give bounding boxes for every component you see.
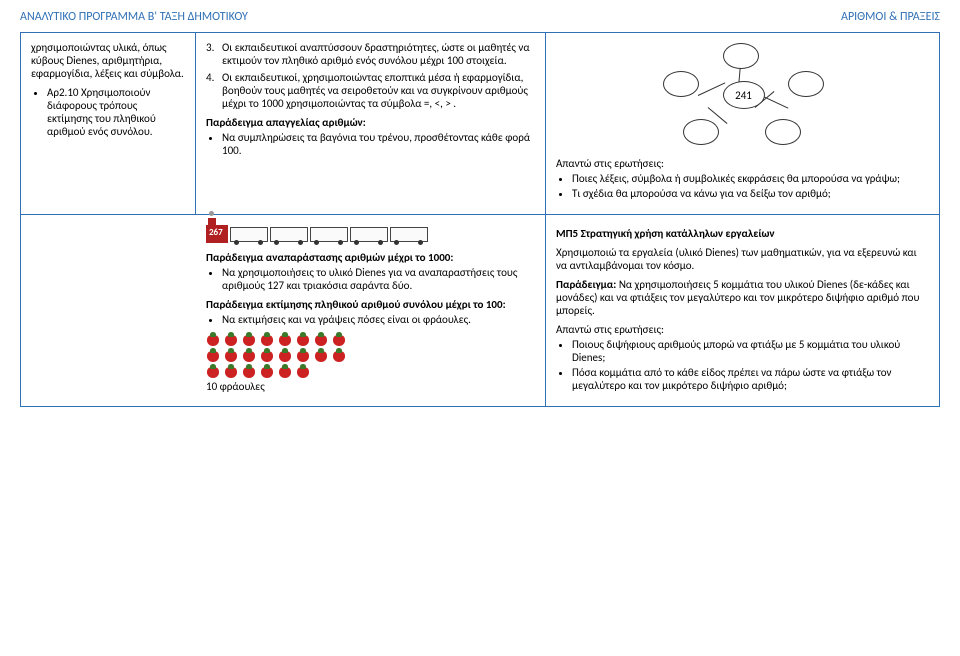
- question-1: Ποιες λέξεις, σύμβολα ή συμβολικές εκφρά…: [572, 172, 929, 185]
- strawberry-icon: [242, 348, 256, 362]
- question-2: Τι σχέδια θα μπορούσα να κάνω για να δεί…: [572, 187, 929, 200]
- web-node: [723, 43, 759, 69]
- example-2-title: Παράδειγμα αναπαράστασης αριθμών μέχρι τ…: [206, 251, 535, 264]
- column-b-bottom: 267 Παράδειγμα αναπαράστασης αριθμών μέχ…: [20, 215, 545, 407]
- strawberry-icon: [260, 364, 274, 378]
- strawberries-caption: 10 φράουλες: [206, 380, 535, 393]
- web-node: [765, 119, 801, 145]
- strawberry-icon: [242, 364, 256, 378]
- strawberry-icon: [260, 348, 274, 362]
- column-a-top: χρησιμοποιώντας υλικά, όπως κύβους Diene…: [20, 32, 195, 215]
- example-3-bullet: Να εκτιμήσεις και να γράψεις πόσες είναι…: [222, 313, 535, 326]
- train-diagram: 267: [206, 225, 535, 243]
- mp5-paragraph: Χρησιμοποιώ τα εργαλεία (υλικό Dienes) τ…: [556, 246, 929, 272]
- strawberry-icon: [296, 364, 310, 378]
- column-c-bottom: ΜΠ5 Στρατηγική χρήση κατάλληλων εργαλείω…: [545, 215, 940, 407]
- strawberry-icon: [278, 332, 292, 346]
- strawberry-icon: [206, 348, 220, 362]
- strawberry-icon: [296, 348, 310, 362]
- mp5-example-label: Παράδειγμα:: [556, 278, 616, 291]
- questions-list-1: Ποιες λέξεις, σύμβολα ή συμβολικές εκφρά…: [556, 172, 929, 200]
- strawberry-icon: [296, 332, 310, 346]
- concept-web: 241: [643, 41, 843, 151]
- questions-list-2: Ποιους διψήφιους αριθμούς μπορώ να φτιάξ…: [556, 338, 929, 392]
- strawberry-icon: [224, 332, 238, 346]
- train-engine-icon: 267: [206, 225, 228, 243]
- strawberry-icon: [278, 348, 292, 362]
- colA-list: Αρ2.10 Χρησιμοποιούν διάφορους τρόπους ε…: [31, 86, 185, 138]
- web-center: 241: [723, 81, 765, 109]
- header-right: ΑΡΙΘΜΟΙ & ΠΡΑΞΕΙΣ: [841, 10, 940, 24]
- example-3-list: Να εκτιμήσεις και να γράψεις πόσες είναι…: [206, 313, 535, 326]
- column-c-top: 241 Απαντώ στις ερωτήσεις: Ποιες λέξεις,…: [545, 32, 940, 215]
- strawberry-icon: [242, 332, 256, 346]
- strawberry-icon: [224, 348, 238, 362]
- item-3-number: 3.: [206, 41, 222, 67]
- item-3: 3. Οι εκπαιδευτικοί αναπτύσσουν δραστηρι…: [206, 41, 535, 67]
- example-2-bullet: Να χρησιμοποιήσεις το υλικό Dienes για ν…: [222, 266, 535, 292]
- colA-bullet-ar210: Αρ2.10 Χρησιμοποιούν διάφορους τρόπους ε…: [47, 86, 185, 138]
- item-4-number: 4.: [206, 71, 222, 110]
- engine-number: 267: [209, 227, 223, 238]
- train-wagon: [310, 227, 348, 242]
- strawberry-icon: [278, 364, 292, 378]
- row-1: χρησιμοποιώντας υλικά, όπως κύβους Diene…: [20, 32, 940, 215]
- answer-label-2: Απαντώ στις ερωτήσεις:: [556, 323, 929, 336]
- header-left: ΑΝΑΛΥΤΙΚΟ ΠΡΟΓΡΑΜΜΑ Β' ΤΑΞΗ ΔΗΜΟΤΙΚΟΥ: [20, 10, 248, 24]
- example-2-list: Να χρησιμοποιήσεις το υλικό Dienes για ν…: [206, 266, 535, 292]
- strawberry-icon: [332, 332, 346, 346]
- example-3-title: Παράδειγμα εκτίμησης πληθικού αριθμού συ…: [206, 298, 535, 311]
- web-node: [683, 119, 719, 145]
- colA-paragraph: χρησιμοποιώντας υλικά, όπως κύβους Diene…: [31, 41, 185, 80]
- web-line: [697, 82, 725, 96]
- page-header: ΑΝΑΛΥΤΙΚΟ ΠΡΟΓΡΑΜΜΑ Β' ΤΑΞΗ ΔΗΜΟΤΙΚΟΥ ΑΡ…: [20, 10, 940, 24]
- train-wagon: [390, 227, 428, 242]
- example-1-bullet: Να συμπληρώσεις τα βαγόνια του τρένου, π…: [222, 131, 535, 157]
- strawberry-icon: [260, 332, 274, 346]
- web-node: [788, 71, 824, 97]
- mp5-title: ΜΠ5 Στρατηγική χρήση κατάλληλων εργαλείω…: [556, 227, 929, 240]
- column-b-top: 3. Οι εκπαιδευτικοί αναπτύσσουν δραστηρι…: [195, 32, 545, 215]
- strawberry-icon: [206, 364, 220, 378]
- question-4: Πόσα κομμάτια από το κάθε είδος πρέπει ν…: [572, 366, 929, 392]
- item-3-text: Οι εκπαιδευτικοί αναπτύσσουν δραστηριότη…: [222, 41, 535, 67]
- item-4: 4. Οι εκπαιδευτικοί, χρησιμοποιώντας επο…: [206, 71, 535, 110]
- strawberry-icon: [314, 332, 328, 346]
- example-1-list: Να συμπληρώσεις τα βαγόνια του τρένου, π…: [206, 131, 535, 157]
- strawberry-icon: [332, 348, 346, 362]
- question-3: Ποιους διψήφιους αριθμούς μπορώ να φτιάξ…: [572, 338, 929, 364]
- train-wagon: [270, 227, 308, 242]
- train-wagon: [230, 227, 268, 242]
- answer-label-1: Απαντώ στις ερωτήσεις:: [556, 157, 929, 170]
- train-wagon: [350, 227, 388, 242]
- row-2: 267 Παράδειγμα αναπαράστασης αριθμών μέχ…: [20, 215, 940, 407]
- web-node: [663, 71, 699, 97]
- strawberries-group: [206, 332, 356, 378]
- example-1-title: Παράδειγμα απαγγελίας αριθμών:: [206, 116, 535, 129]
- strawberry-icon: [224, 364, 238, 378]
- mp5-example: Παράδειγμα: Να χρησιμοποιήσεις 5 κομμάτι…: [556, 278, 929, 317]
- strawberry-icon: [206, 332, 220, 346]
- strawberry-icon: [314, 348, 328, 362]
- item-4-text: Οι εκπαιδευτικοί, χρησιμοποιώντας εποπτι…: [222, 71, 535, 110]
